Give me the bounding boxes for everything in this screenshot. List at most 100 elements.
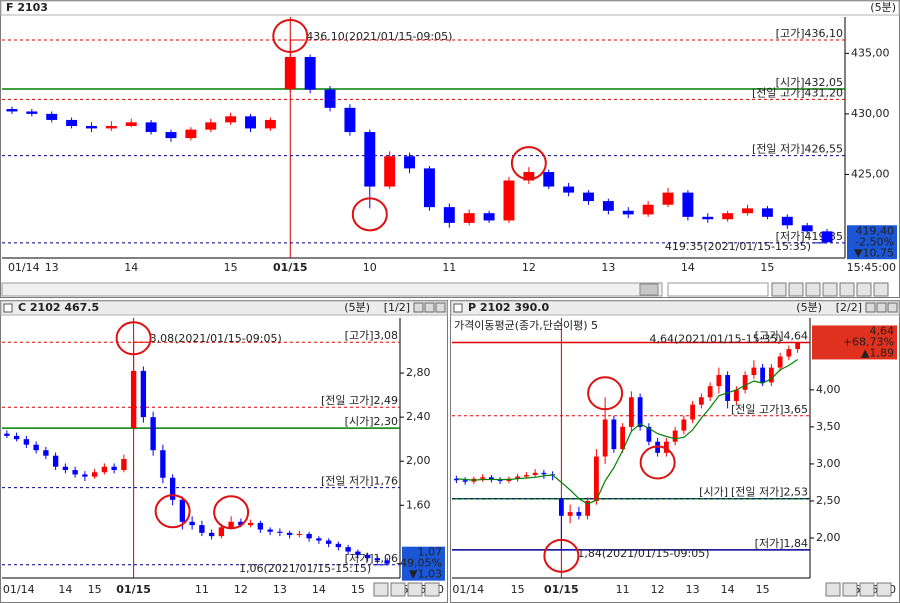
candle-body (462, 480, 468, 482)
toolbar-button[interactable] (825, 582, 841, 597)
x-tick-label: 01/15 (544, 583, 579, 596)
candle-body (483, 213, 495, 221)
candle-body (523, 475, 529, 477)
highlight-circle (272, 19, 309, 54)
toolbar-button[interactable] (424, 582, 440, 597)
last-price-price: 4,64 (870, 324, 895, 337)
candle-body (532, 472, 538, 476)
candle-body (267, 529, 273, 532)
ref-value: 426,55 (805, 143, 844, 156)
ref-label: [시가]2,30 (345, 415, 398, 428)
panel-title: F 2103 (6, 1, 48, 14)
x-tick-label: 15 (511, 583, 525, 596)
candle-body (335, 543, 342, 548)
ref-value: 3,65 (784, 403, 809, 416)
highlight-circle (510, 146, 547, 181)
highlight-circle (351, 197, 388, 232)
ref-label: [전일 저가]1,76 (321, 474, 398, 488)
window-button[interactable] (887, 302, 898, 313)
window-button[interactable] (424, 302, 435, 313)
window-button[interactable] (865, 302, 876, 313)
x-tick-label: 01/14 (8, 261, 40, 274)
y-tick-label: 435,00 (851, 46, 890, 59)
toolbar-button[interactable] (407, 582, 423, 597)
annotation: 1,84(2021/01/15-09:05) (577, 547, 709, 560)
candle-body (423, 168, 435, 208)
x-tick-label: 10 (363, 261, 377, 274)
toolbar-button[interactable] (805, 282, 821, 297)
ref-name: [전일 저가] (321, 474, 374, 488)
candle-body (72, 470, 78, 475)
toolbar-button[interactable] (373, 582, 389, 597)
candle-body (768, 367, 774, 383)
candle-body (602, 419, 608, 457)
last-price-box (812, 325, 897, 360)
candle-body (52, 455, 59, 467)
ref-name: [저가] (776, 230, 805, 243)
candle-body (101, 466, 108, 473)
x-tick-label: 01/14 (3, 583, 35, 596)
candle-body (189, 521, 195, 526)
candle-body (218, 527, 225, 537)
candle-body (690, 404, 696, 420)
x-tick-label: 13 (686, 583, 700, 596)
toolbar-button[interactable] (842, 582, 858, 597)
candle-body (795, 342, 801, 350)
y-tick-label: 2,40 (406, 410, 431, 423)
scrollbar[interactable] (1, 282, 663, 297)
candle-body (681, 419, 687, 431)
candle-body (453, 478, 459, 481)
candle-body (160, 450, 166, 478)
candle-body (238, 521, 244, 526)
candle-body (725, 375, 731, 401)
toolbar-button[interactable] (839, 282, 855, 297)
window-button[interactable] (876, 302, 887, 313)
candle-body (82, 474, 88, 477)
panel-period: (5분) (870, 1, 896, 14)
window-button[interactable] (413, 302, 424, 313)
toolbar-button[interactable] (390, 582, 406, 597)
toolbar-button[interactable] (771, 282, 787, 297)
y-tick-label: 425,00 (851, 167, 890, 180)
candle-body (205, 122, 217, 130)
zoom-slider[interactable] (667, 282, 769, 297)
x-tick-label: 14 (721, 583, 735, 596)
candle-body (576, 512, 582, 516)
x-tick-label: 13 (273, 583, 287, 596)
ref-name: [저가] (755, 537, 784, 550)
title-bar (0, 300, 448, 316)
candle-body (662, 192, 674, 205)
candle-body (404, 156, 416, 169)
x-tick-label: 01/14 (452, 583, 484, 596)
toolbar-button[interactable] (788, 282, 804, 297)
last-price-change: +68,73% (843, 335, 894, 348)
y-tick-label: 2,00 (816, 531, 841, 544)
last-price-box (402, 546, 445, 581)
x-tick-label: 01/15 (273, 261, 308, 274)
ref-value: 3,08 (374, 329, 399, 342)
title-bar (0, 0, 900, 16)
highlight-circle (639, 445, 676, 480)
candle-body (355, 551, 361, 555)
window-button[interactable] (435, 302, 446, 313)
scroll-thumb[interactable] (639, 283, 659, 296)
candle-body (733, 389, 739, 401)
toolbar-button[interactable] (873, 282, 889, 297)
ref-value: 431,20 (805, 86, 844, 99)
candle-body (384, 156, 396, 187)
ref-label: [전일 저가]2,53 (731, 485, 808, 499)
candle-body (622, 210, 634, 215)
candle-body (821, 231, 833, 243)
candle-body (66, 119, 78, 126)
toolbar-button[interactable] (859, 582, 875, 597)
toolbar-button[interactable] (856, 282, 872, 297)
x-tick-label: 15 (88, 583, 102, 596)
toolbar-button[interactable] (876, 582, 892, 597)
candle-body (716, 375, 722, 387)
x-tick-label: 15 (224, 261, 238, 274)
candle-body (121, 459, 127, 471)
candle-body (801, 225, 813, 232)
toolbar-button[interactable] (822, 282, 838, 297)
candle-body (558, 498, 564, 516)
